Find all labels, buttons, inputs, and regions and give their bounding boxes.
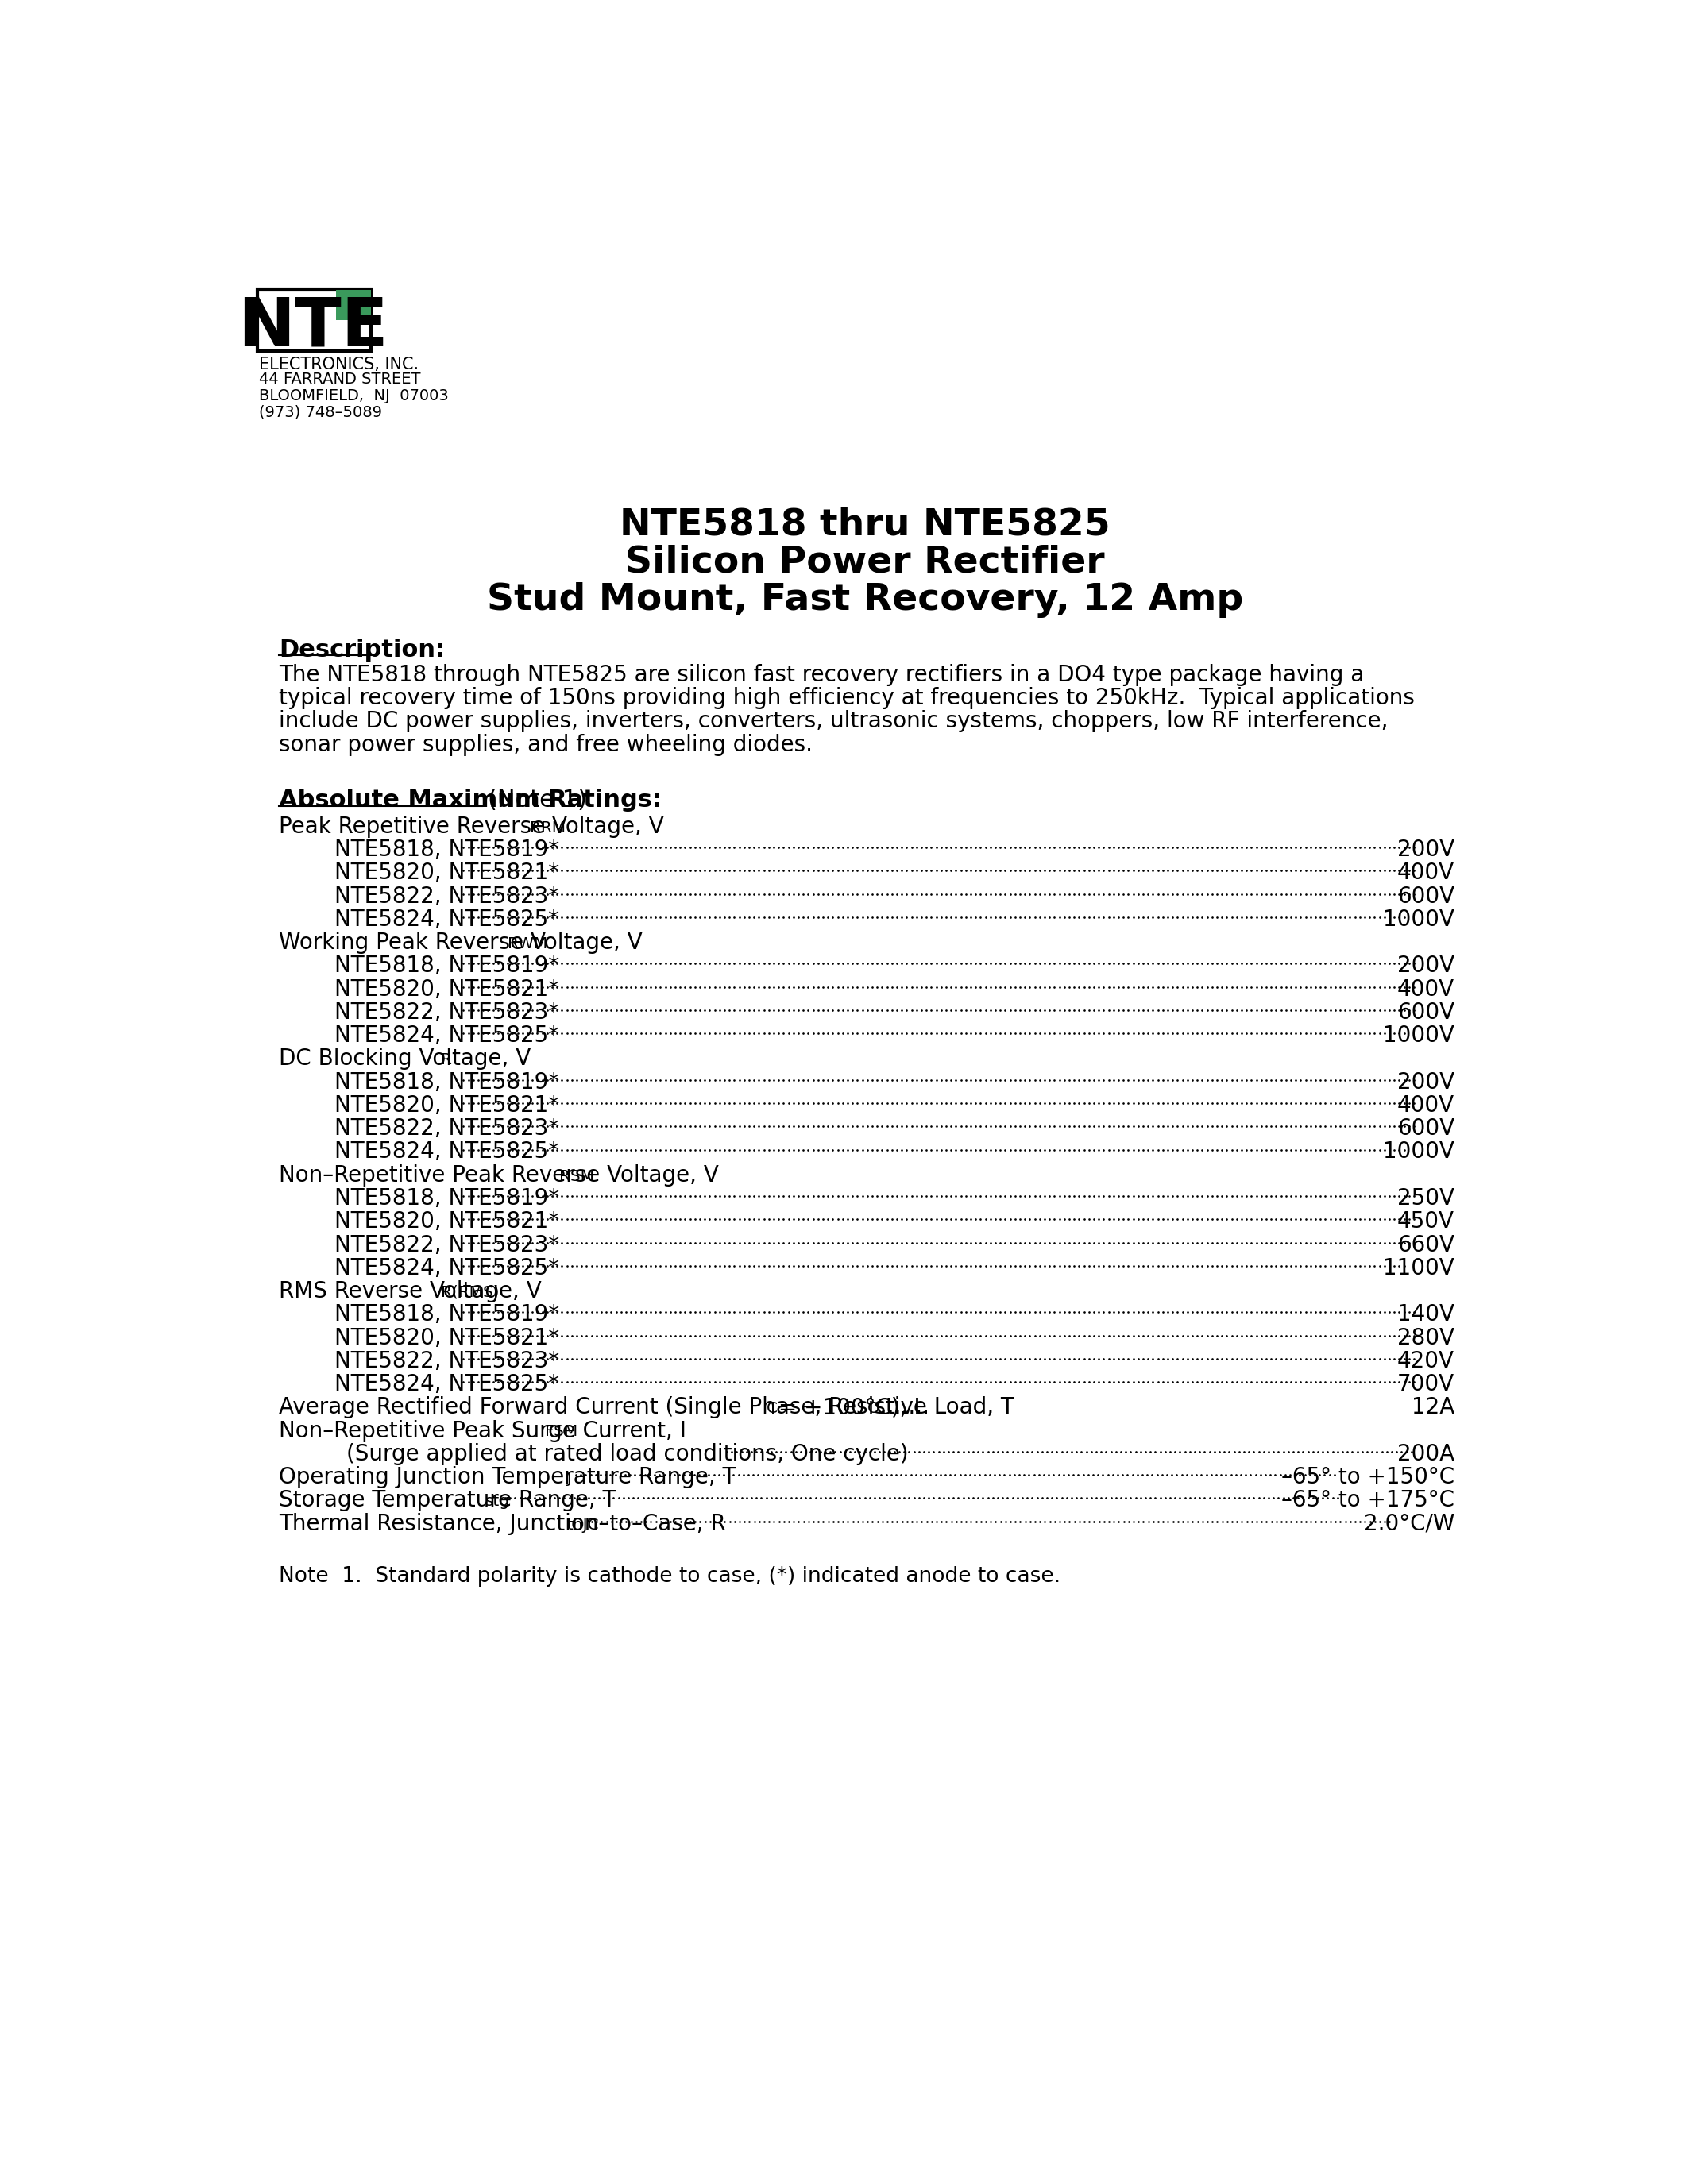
Text: RSM: RSM <box>559 1168 594 1184</box>
Text: 12A: 12A <box>1411 1396 1455 1420</box>
Text: typical recovery time of 150ns providing high efficiency at frequencies to 250kH: typical recovery time of 150ns providing… <box>279 688 1415 710</box>
Text: NTE5822, NTE5823*: NTE5822, NTE5823* <box>334 1118 559 1140</box>
Text: stg: stg <box>486 1494 510 1509</box>
Text: NTE5820, NTE5821*: NTE5820, NTE5821* <box>334 863 559 885</box>
Text: 600V: 600V <box>1398 1118 1455 1140</box>
Text: 44 FARRAND STREET: 44 FARRAND STREET <box>258 371 420 387</box>
Text: NTE5824, NTE5825*: NTE5824, NTE5825* <box>334 1024 559 1046</box>
Text: 450V: 450V <box>1398 1210 1455 1232</box>
Text: 1100V: 1100V <box>1382 1258 1455 1280</box>
Text: (Note 1): (Note 1) <box>488 788 587 812</box>
Text: NTE5820, NTE5821*: NTE5820, NTE5821* <box>334 1210 559 1232</box>
Text: FSM: FSM <box>545 1424 577 1439</box>
Text: NTE5818, NTE5819*: NTE5818, NTE5819* <box>334 954 559 976</box>
Text: 200A: 200A <box>1398 1444 1455 1465</box>
Text: 400V: 400V <box>1398 978 1455 1000</box>
Text: thJC: thJC <box>567 1518 599 1533</box>
Text: NTE5818 thru NTE5825: NTE5818 thru NTE5825 <box>619 507 1111 542</box>
Text: Silicon Power Rectifier: Silicon Power Rectifier <box>625 544 1106 581</box>
Text: NTE5824, NTE5825*: NTE5824, NTE5825* <box>334 1140 559 1164</box>
Text: DC Blocking Voltage, V: DC Blocking Voltage, V <box>279 1048 530 1070</box>
Text: sonar power supplies, and free wheeling diodes.: sonar power supplies, and free wheeling … <box>279 734 812 756</box>
Text: Operating Junction Temperature Range, T: Operating Junction Temperature Range, T <box>279 1465 736 1489</box>
Text: Non–Repetitive Peak Surge Current, I: Non–Repetitive Peak Surge Current, I <box>279 1420 687 1441</box>
Text: 200V: 200V <box>1398 1070 1455 1094</box>
Text: R: R <box>441 1053 452 1068</box>
Text: –65° to +175°C: –65° to +175°C <box>1281 1489 1455 1511</box>
Text: NTE5820, NTE5821*: NTE5820, NTE5821* <box>334 1094 559 1116</box>
Text: –65° to +150°C: –65° to +150°C <box>1281 1465 1455 1489</box>
Text: The NTE5818 through NTE5825 are silicon fast recovery rectifiers in a DO4 type p: The NTE5818 through NTE5825 are silicon … <box>279 664 1364 686</box>
Text: 700V: 700V <box>1398 1374 1455 1396</box>
Text: RWM: RWM <box>508 937 547 952</box>
Text: 660V: 660V <box>1398 1234 1455 1256</box>
Bar <box>257 290 371 352</box>
Text: RRM: RRM <box>530 821 565 834</box>
Text: 400V: 400V <box>1398 863 1455 885</box>
Text: NTE5824, NTE5825*: NTE5824, NTE5825* <box>334 1374 559 1396</box>
Text: RMS Reverse Voltage, V: RMS Reverse Voltage, V <box>279 1280 542 1302</box>
Text: 280V: 280V <box>1398 1326 1455 1350</box>
Text: Note  1.  Standard polarity is cathode to case, (*) indicated anode to case.: Note 1. Standard polarity is cathode to … <box>279 1566 1060 1588</box>
Text: 1000V: 1000V <box>1382 909 1455 930</box>
Text: NTE5824, NTE5825*: NTE5824, NTE5825* <box>334 909 559 930</box>
Text: Stud Mount, Fast Recovery, 12 Amp: Stud Mount, Fast Recovery, 12 Amp <box>486 583 1244 618</box>
Text: NTE: NTE <box>238 295 388 360</box>
Text: NTE5818, NTE5819*: NTE5818, NTE5819* <box>334 1188 559 1210</box>
Text: 600V: 600V <box>1398 1002 1455 1024</box>
Text: Average Rectified Forward Current (Single Phase, Resistive Load, T: Average Rectified Forward Current (Singl… <box>279 1396 1014 1420</box>
Text: NTE5818, NTE5819*: NTE5818, NTE5819* <box>334 839 559 860</box>
Text: .......: ....... <box>873 1396 930 1420</box>
Text: Peak Repetitive Reverse Voltage, V: Peak Repetitive Reverse Voltage, V <box>279 815 663 839</box>
Text: NTE5822, NTE5823*: NTE5822, NTE5823* <box>334 885 559 909</box>
Text: 250V: 250V <box>1398 1188 1455 1210</box>
Text: Non–Repetitive Peak Reverse Voltage, V: Non–Repetitive Peak Reverse Voltage, V <box>279 1164 719 1186</box>
Text: 1000V: 1000V <box>1382 1024 1455 1046</box>
Text: 2.0°C/W: 2.0°C/W <box>1364 1514 1455 1535</box>
Text: (Surge applied at rated load conditions, One cycle): (Surge applied at rated load conditions,… <box>346 1444 908 1465</box>
Text: NTE5820, NTE5821*: NTE5820, NTE5821* <box>334 1326 559 1350</box>
Text: J: J <box>567 1470 572 1485</box>
Bar <box>336 290 371 321</box>
Text: NTE5822, NTE5823*: NTE5822, NTE5823* <box>334 1350 559 1372</box>
Text: 200V: 200V <box>1398 839 1455 860</box>
Text: O: O <box>868 1402 879 1415</box>
Text: 420V: 420V <box>1398 1350 1455 1372</box>
Text: ELECTRONICS, INC.: ELECTRONICS, INC. <box>258 356 419 373</box>
Text: Working Peak Reverse Voltage, V: Working Peak Reverse Voltage, V <box>279 933 643 954</box>
Text: 1000V: 1000V <box>1382 1140 1455 1164</box>
Text: Description:: Description: <box>279 638 446 662</box>
Text: C: C <box>766 1402 778 1415</box>
Text: BLOOMFIELD,  NJ  07003: BLOOMFIELD, NJ 07003 <box>258 389 449 404</box>
Text: NTE5818, NTE5819*: NTE5818, NTE5819* <box>334 1304 559 1326</box>
Text: = +100°C), I: = +100°C), I <box>771 1396 920 1420</box>
Text: 600V: 600V <box>1398 885 1455 909</box>
Text: NTE5818, NTE5819*: NTE5818, NTE5819* <box>334 1070 559 1094</box>
Text: NTE5824, NTE5825*: NTE5824, NTE5825* <box>334 1258 559 1280</box>
Text: R(RMS): R(RMS) <box>441 1284 500 1299</box>
Text: Thermal Resistance, Junction–to–Case, R: Thermal Resistance, Junction–to–Case, R <box>279 1514 726 1535</box>
Text: Storage Temperature Range, T: Storage Temperature Range, T <box>279 1489 616 1511</box>
Text: include DC power supplies, inverters, converters, ultrasonic systems, choppers, : include DC power supplies, inverters, co… <box>279 710 1388 732</box>
Text: NTE5822, NTE5823*: NTE5822, NTE5823* <box>334 1002 559 1024</box>
Text: 400V: 400V <box>1398 1094 1455 1116</box>
Text: NTE5820, NTE5821*: NTE5820, NTE5821* <box>334 978 559 1000</box>
Text: NTE5822, NTE5823*: NTE5822, NTE5823* <box>334 1234 559 1256</box>
Text: 140V: 140V <box>1398 1304 1455 1326</box>
Text: 200V: 200V <box>1398 954 1455 976</box>
Text: Absolute Maximum Ratings:: Absolute Maximum Ratings: <box>279 788 662 812</box>
Text: (973) 748–5089: (973) 748–5089 <box>258 404 381 419</box>
